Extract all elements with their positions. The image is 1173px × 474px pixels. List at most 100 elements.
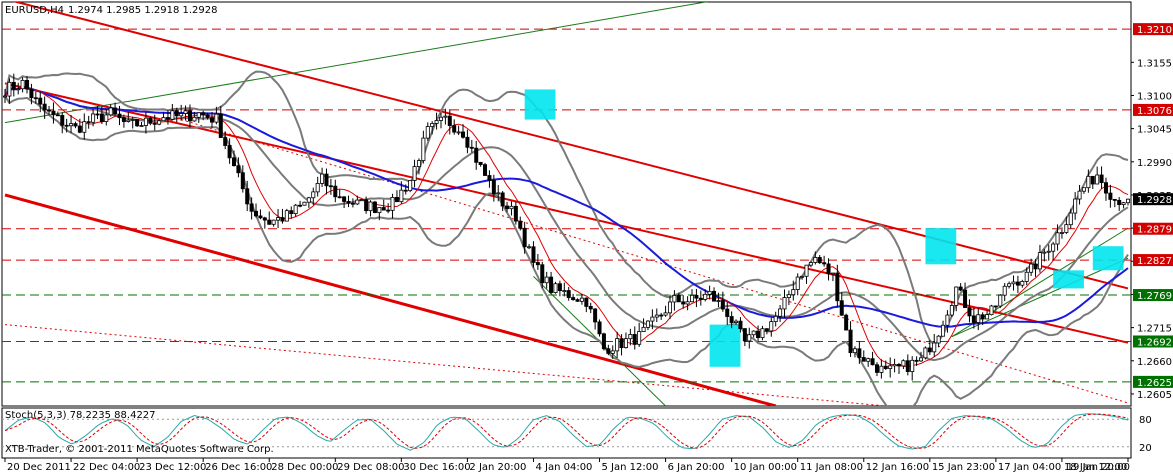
candle — [306, 196, 311, 208]
candle-body — [183, 110, 188, 114]
candle — [989, 304, 994, 316]
candle — [412, 159, 417, 188]
candle — [196, 112, 201, 123]
candle-body — [817, 257, 822, 264]
candle — [390, 193, 395, 219]
candle-body — [284, 210, 289, 222]
candle-body — [513, 205, 518, 222]
candle — [86, 115, 91, 129]
candle-body — [857, 348, 862, 358]
candle — [99, 106, 104, 125]
candle — [1042, 248, 1047, 262]
candle-body — [509, 205, 514, 210]
candle-body — [905, 360, 910, 372]
price-tick-label: 1.3155 — [1137, 58, 1172, 69]
price-tick-label: 1.2660 — [1137, 357, 1172, 368]
stochastic-level-label: 20 — [1139, 443, 1152, 454]
candle — [527, 244, 532, 250]
candle-body — [240, 172, 245, 190]
candle-body — [544, 276, 549, 284]
candle-body — [936, 335, 941, 344]
candle — [55, 111, 60, 117]
candle — [919, 351, 924, 362]
time-tick-label: 2 Jan 20:00 — [469, 462, 526, 473]
candle-body — [359, 199, 364, 202]
plot-area — [2, 2, 1131, 406]
candle — [1015, 275, 1020, 293]
candle-body — [804, 264, 809, 277]
candle-body — [690, 294, 695, 303]
candle — [945, 310, 950, 333]
candle-body — [522, 227, 527, 248]
candle-body — [77, 125, 82, 133]
candle — [628, 328, 633, 346]
candle — [905, 354, 910, 376]
candle-body — [800, 275, 805, 278]
candle — [104, 108, 109, 126]
candle-body — [91, 113, 96, 123]
candle-body — [712, 290, 717, 302]
candle-body — [584, 297, 589, 307]
candle-body — [826, 263, 831, 275]
candle-body — [29, 88, 34, 99]
candle — [575, 298, 580, 302]
candle-body — [179, 113, 184, 117]
candle — [998, 294, 1003, 309]
candle-body — [381, 207, 386, 211]
candle — [800, 275, 805, 280]
candle — [474, 140, 479, 170]
candle — [729, 311, 734, 329]
candle — [42, 96, 47, 119]
candle — [971, 307, 976, 329]
candle-body — [430, 123, 435, 127]
candle-body — [143, 117, 148, 126]
candle-body — [1029, 263, 1034, 273]
highlight-zone — [1053, 270, 1084, 289]
candle — [403, 184, 408, 195]
level-tag-label: 1.2625 — [1137, 378, 1172, 389]
candle-body — [879, 365, 884, 373]
candle — [892, 358, 897, 373]
candle-body — [919, 357, 924, 362]
candle-body — [1064, 224, 1069, 233]
candle — [967, 299, 972, 323]
candle-body — [1121, 202, 1126, 205]
candle-body — [469, 146, 474, 149]
candle — [187, 104, 192, 128]
candle — [826, 258, 831, 281]
candle — [857, 341, 862, 364]
candle-body — [487, 175, 492, 181]
candle — [535, 253, 540, 270]
candle — [707, 285, 712, 300]
candle-body — [782, 297, 787, 310]
level-tag-label: 1.2769 — [1137, 291, 1172, 302]
candle-body — [157, 120, 162, 125]
candle — [949, 301, 954, 317]
candle-body — [707, 290, 712, 295]
candle-body — [1015, 281, 1020, 286]
candle — [910, 356, 915, 381]
time-tick-label: 10 Jan 00:00 — [734, 462, 797, 473]
candle-body — [1090, 175, 1095, 185]
candle — [135, 119, 140, 127]
candle-body — [425, 126, 430, 139]
candle — [1055, 224, 1060, 251]
candle — [601, 332, 606, 351]
candle-body — [844, 314, 849, 331]
candle — [747, 327, 752, 349]
candle — [218, 105, 223, 139]
candle — [584, 297, 589, 313]
price-tick-label: 1.3100 — [1137, 91, 1172, 102]
candle — [795, 273, 800, 296]
candle — [769, 317, 774, 337]
candle-body — [742, 328, 747, 342]
candle-body — [910, 359, 915, 372]
candle-body — [108, 107, 113, 116]
candle-body — [236, 165, 241, 174]
candle — [936, 335, 941, 348]
candle-body — [232, 157, 237, 167]
candle — [1037, 244, 1042, 273]
candle — [1103, 177, 1108, 201]
candle — [364, 196, 369, 214]
